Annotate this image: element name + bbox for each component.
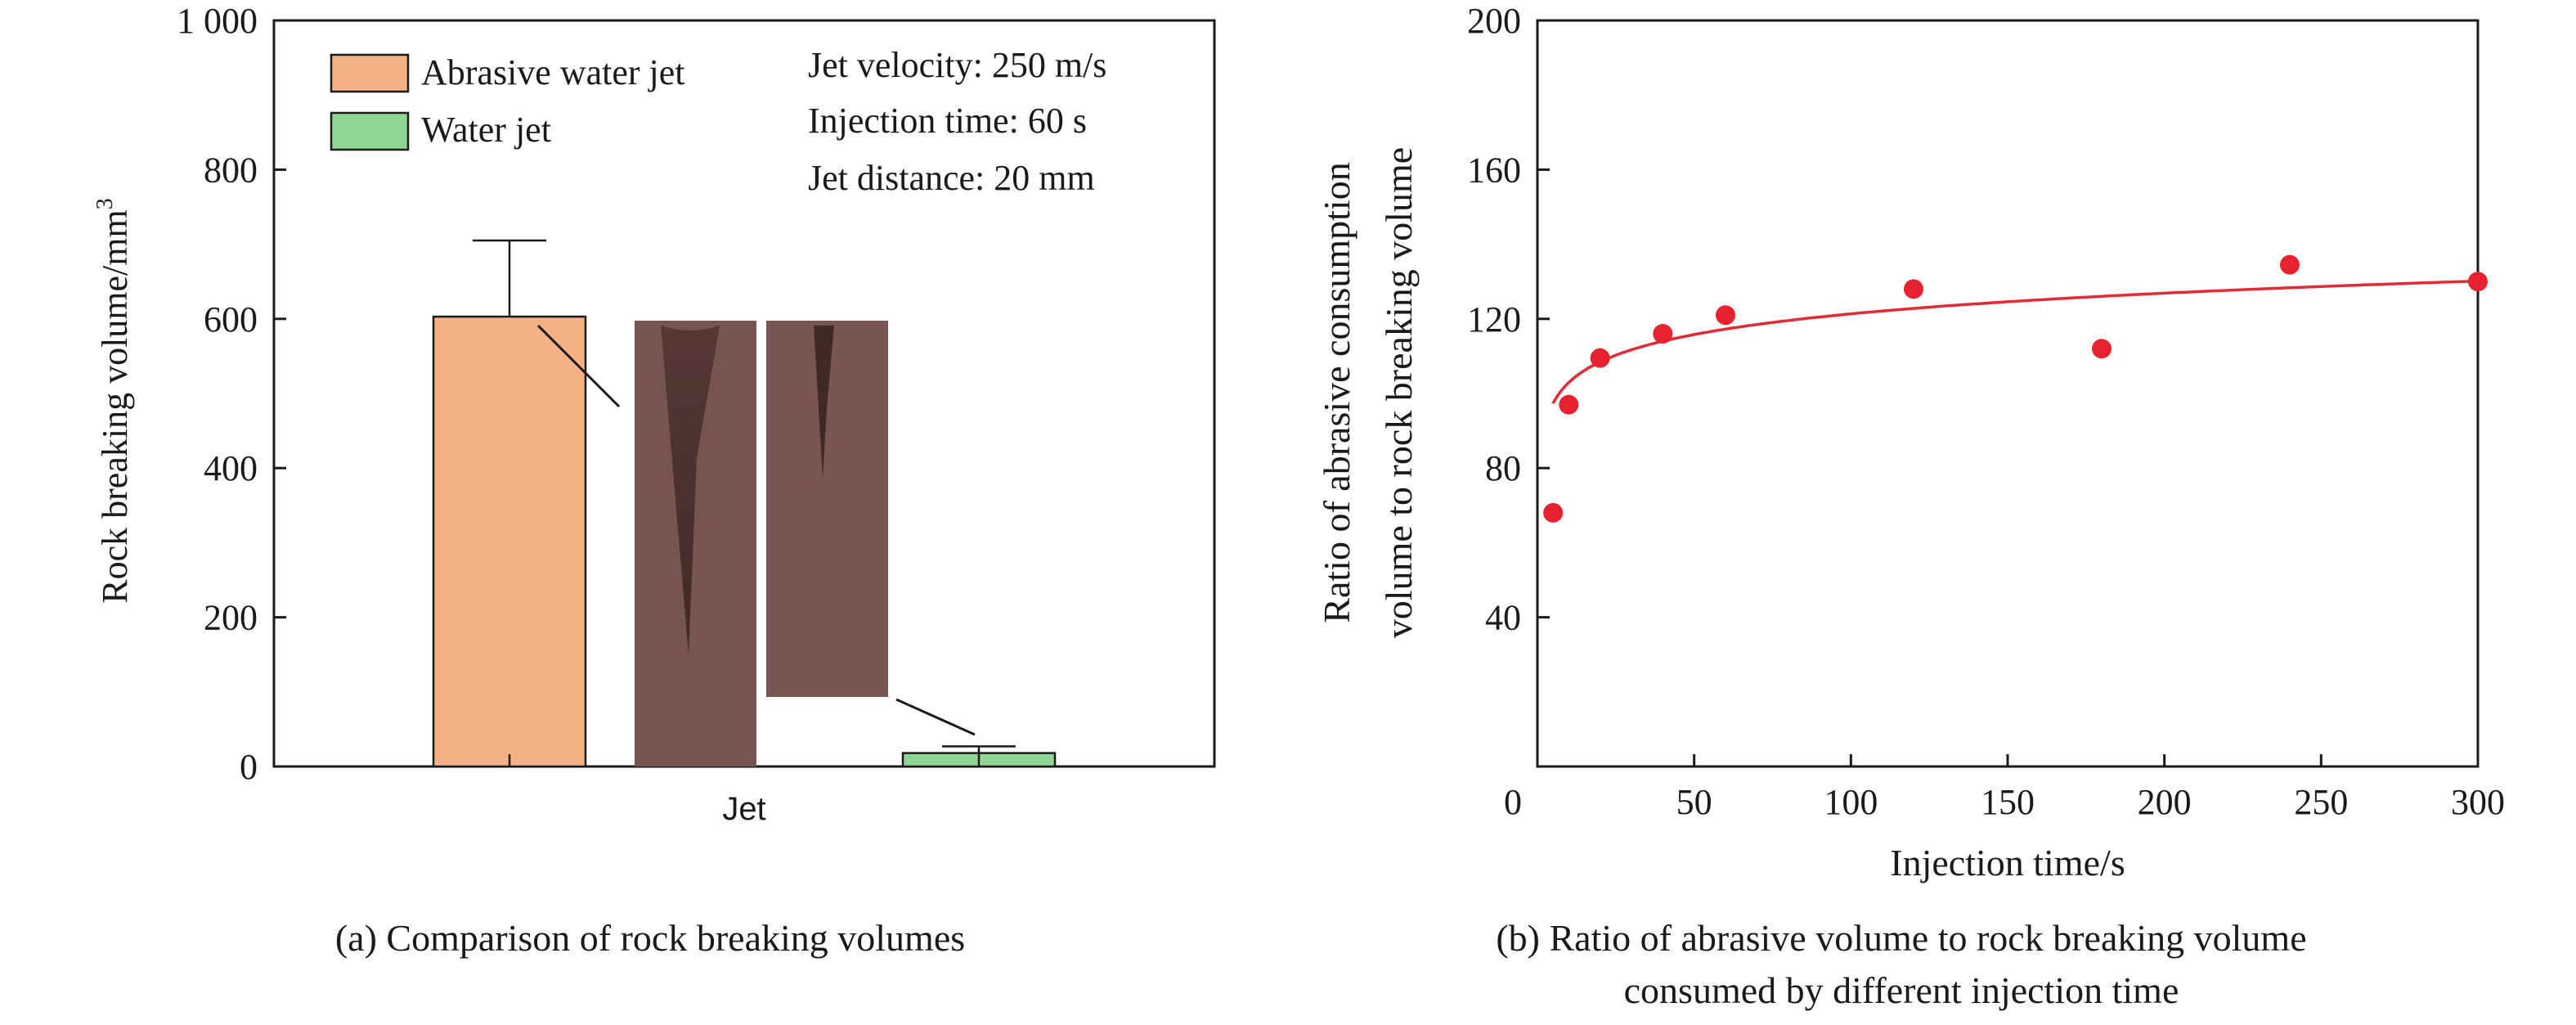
panel-a-legend: Abrasive water jet Water jet bbox=[330, 52, 685, 151]
y-tick-label: 200 bbox=[1467, 1, 1521, 41]
x-tick-label: 200 bbox=[2138, 782, 2192, 822]
panel-b-y-axis-label-line-1: Ratio of abrasive consumption bbox=[1316, 162, 1358, 623]
leader-line-water bbox=[895, 698, 976, 736]
y-tick-label: 160 bbox=[1467, 150, 1521, 190]
panel-b-y-ticks: 40 80 120 160 200 bbox=[1467, 1, 1550, 638]
panel-b-y-axis-label: Ratio of abrasive consumption volume to r… bbox=[1316, 147, 1420, 638]
data-point bbox=[1590, 348, 1610, 368]
data-point bbox=[1559, 394, 1579, 415]
panel-a-bar-chart: 0 200 400 600 800 1 000 Abrasive water jet bbox=[92, 1, 1216, 959]
panel-b-caption-line-2: consumed by different injection time bbox=[1624, 969, 2179, 1011]
y-tick-label: 120 bbox=[1467, 299, 1521, 339]
leader-line-abrasive bbox=[536, 324, 621, 408]
legend-swatch-water bbox=[330, 111, 410, 151]
data-point bbox=[2468, 272, 2488, 292]
rock-sample-water-hole bbox=[814, 326, 834, 479]
panel-a-y-axis-label-text: Rock breaking volume/mm bbox=[95, 209, 135, 603]
rock-sample-images bbox=[536, 321, 976, 767]
x-tick-label: 300 bbox=[2451, 782, 2505, 822]
data-point bbox=[1716, 305, 1735, 326]
panel-b-plot-frame bbox=[1536, 19, 2480, 768]
y-tick-label: 1 000 bbox=[177, 1, 258, 41]
annotation-injection-time: Injection time: 60 s bbox=[808, 101, 1087, 141]
panel-a-y-ticks: 0 200 400 600 800 1 000 bbox=[177, 1, 746, 787]
panel-b-fit-curve bbox=[1551, 279, 2479, 405]
annotation-jet-distance: Jet distance: 20 mm bbox=[808, 158, 1095, 198]
panel-a-annotations: Jet velocity: 250 m/s Injection time: 60… bbox=[808, 45, 1106, 198]
legend-swatch-abrasive bbox=[330, 53, 410, 93]
data-point bbox=[1543, 502, 1564, 523]
panel-a-caption: (a) Comparison of rock breaking volumes bbox=[335, 917, 965, 959]
legend-label-water: Water jet bbox=[421, 110, 551, 150]
panel-b-caption-line-1: (b) Ratio of abrasive volume to rock bre… bbox=[1496, 917, 2306, 959]
panel-b-x-axis-label: Injection time/s bbox=[1890, 842, 2125, 883]
panel-b-x-ticks: 0 50 100 150 200 250 300 bbox=[1504, 754, 2505, 822]
panel-a-x-category-label: Jet bbox=[722, 791, 765, 827]
y-tick-label: 0 bbox=[240, 747, 258, 787]
data-point bbox=[1653, 324, 1673, 344]
x-tick-label: 100 bbox=[1824, 782, 1878, 822]
x-tick-label: 0 bbox=[1504, 782, 1522, 822]
y-tick-label: 200 bbox=[204, 598, 258, 638]
data-point bbox=[2280, 254, 2300, 275]
x-tick-label: 150 bbox=[1981, 782, 2035, 822]
y-tick-label: 80 bbox=[1485, 448, 1521, 488]
legend-label-abrasive: Abrasive water jet bbox=[421, 52, 685, 92]
y-tick-label: 600 bbox=[204, 299, 258, 339]
panel-a-bars bbox=[432, 239, 1057, 768]
x-tick-label: 50 bbox=[1676, 782, 1712, 822]
panel-b-y-axis-label-line-2: volume to rock breaking volume bbox=[1378, 147, 1420, 638]
panel-b-points bbox=[1543, 254, 2488, 523]
data-point bbox=[2092, 339, 2112, 359]
panel-b-scatter-chart: 40 80 120 160 200 0 50 100 150 200 250 300 Injecti… bbox=[1316, 1, 2505, 1011]
annotation-jet-velocity: Jet velocity: 250 m/s bbox=[808, 45, 1106, 85]
panel-a-y-axis-label: Rock breaking volume/mm3 bbox=[92, 198, 135, 603]
bar-abrasive bbox=[432, 315, 587, 768]
y-tick-label: 400 bbox=[204, 448, 258, 488]
rock-sample-abrasive-hole bbox=[661, 326, 720, 654]
y-tick-label: 800 bbox=[204, 150, 258, 190]
x-tick-label: 250 bbox=[2294, 782, 2348, 822]
data-point bbox=[1904, 279, 1923, 299]
panel-a-y-axis-label-sup: 3 bbox=[92, 198, 118, 209]
y-tick-label: 40 bbox=[1485, 598, 1521, 638]
